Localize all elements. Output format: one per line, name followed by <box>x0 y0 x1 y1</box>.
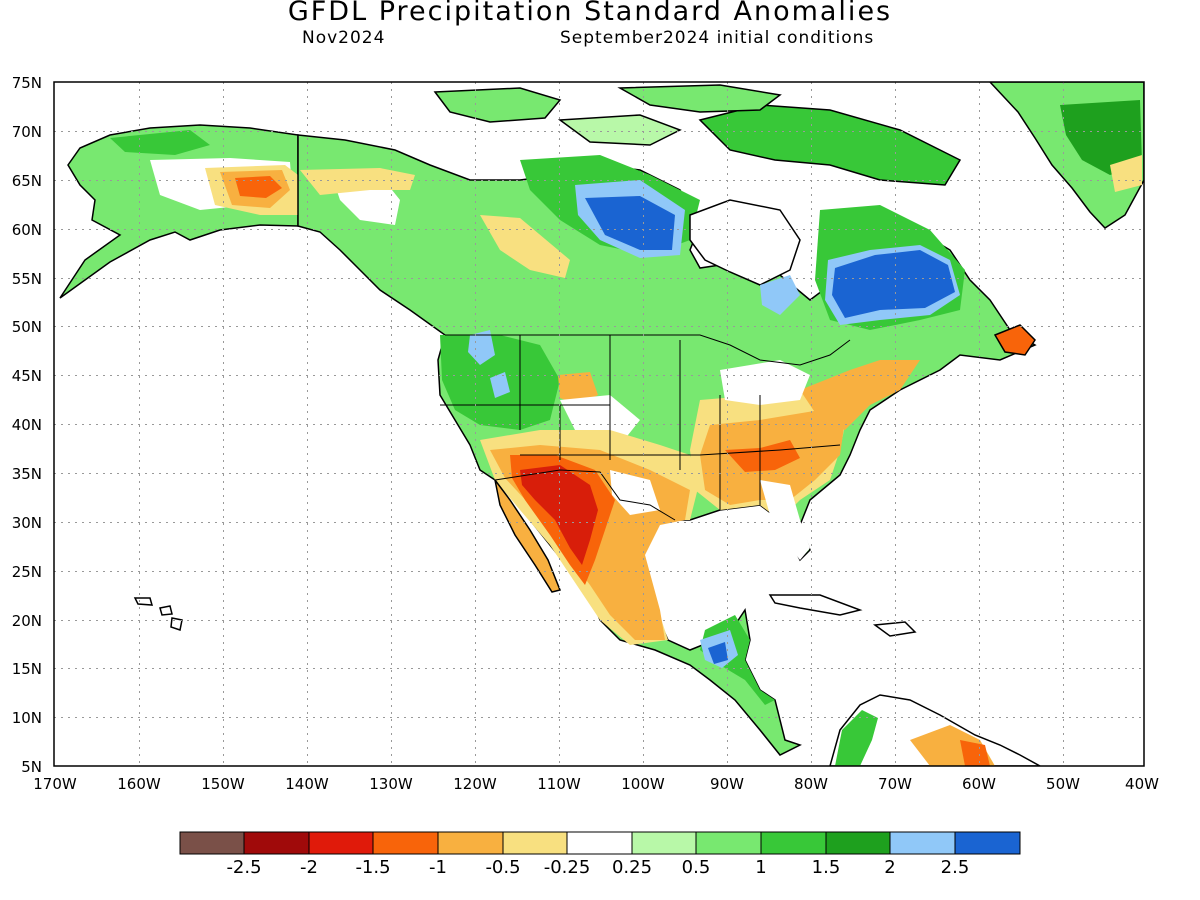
lon-label: 50W <box>1046 775 1080 793</box>
canada-dry-strip <box>300 168 415 195</box>
texas-white <box>610 470 660 515</box>
colorbar-bin <box>372 831 439 855</box>
map-frame <box>53 81 1145 767</box>
lon-label: 150W <box>201 775 245 793</box>
colorbar-bin <box>695 831 762 855</box>
colombia-wet <box>835 710 878 766</box>
lat-label: 10N <box>12 709 42 727</box>
lat-label: 55N <box>12 270 42 288</box>
florida-white <box>760 480 810 560</box>
greenland-wet-core <box>1060 100 1142 175</box>
graticule <box>54 82 1144 766</box>
lon-label: 140W <box>285 775 329 793</box>
lon-label: 60W <box>962 775 996 793</box>
lat-label: 75N <box>12 74 42 92</box>
colorbar-label: 1 <box>755 857 766 878</box>
hudson-bay-water <box>689 199 801 286</box>
colorbar-bin <box>243 831 310 855</box>
lat-label: 70N <box>12 123 42 141</box>
latitude-labels: 75N 70N 65N 60N 55N 50N 45N 40N 35N 30N … <box>12 74 42 776</box>
lat-label: 60N <box>12 221 42 239</box>
colorbar-bin <box>437 831 504 855</box>
lat-label: 25N <box>12 563 42 581</box>
us-northwest-very-wet <box>468 330 495 365</box>
alaska-wet-north <box>110 130 210 155</box>
forecast-month: Nov2024 <box>302 28 386 48</box>
lat-label: 30N <box>12 514 42 532</box>
colorbar-label: 2.5 <box>941 857 970 878</box>
initial-conditions: September2024 initial conditions <box>560 28 875 48</box>
longitude-labels: 170W 160W 150W 140W 130W 120W 110W 100W … <box>33 775 1159 793</box>
colorbar-label: -0.25 <box>544 857 591 878</box>
southwest-dry-strong <box>520 465 598 565</box>
colorbar-bin <box>889 831 956 855</box>
lat-label: 20N <box>12 612 42 630</box>
colorbar-label: -0.5 <box>485 857 520 878</box>
hudson-shore-very-wet <box>760 275 800 315</box>
lon-label: 100W <box>621 775 665 793</box>
colorbar-label: -2 <box>300 857 318 878</box>
lon-label: 40W <box>1125 775 1159 793</box>
lat-label: 40N <box>12 416 42 434</box>
lon-label: 90W <box>710 775 744 793</box>
lon-label: 120W <box>453 775 497 793</box>
greenland-dry-tip <box>1110 155 1142 192</box>
colorbar-bin <box>308 831 374 855</box>
arctic-island-baffin <box>698 104 962 186</box>
colorbar-label: -2.5 <box>226 857 261 878</box>
great-lakes-white <box>720 360 810 405</box>
lon-label: 70W <box>878 775 912 793</box>
lat-label: 50N <box>12 318 42 336</box>
colorbar-bin <box>502 831 568 855</box>
alaska-dry-core <box>235 176 282 198</box>
colorbar-label: 0.5 <box>682 857 711 878</box>
southeast-dry-moderate <box>725 440 800 472</box>
map-title: GFDL Precipitation Standard Anomalies <box>287 0 893 27</box>
cuba-outline <box>768 594 863 616</box>
colorbar-bin <box>566 831 633 855</box>
lon-label: 80W <box>794 775 828 793</box>
south-america-land <box>829 694 1041 766</box>
colorbar-bin <box>179 831 245 855</box>
northeast-dry <box>800 360 920 430</box>
colorbar-label: -1 <box>429 857 447 878</box>
colorbar-bin <box>825 831 891 855</box>
lon-label: 110W <box>537 775 581 793</box>
central-america-extreme-wet <box>708 642 728 664</box>
colorbar-label: 1.5 <box>812 857 841 878</box>
canada-dry-west <box>480 215 570 278</box>
map-plot-area <box>54 82 1144 766</box>
venezuela-dry-moderate <box>960 740 990 766</box>
lon-label: 170W <box>33 775 77 793</box>
colorbar-bin <box>954 831 1021 855</box>
lat-label: 5N <box>21 758 42 776</box>
wyoming-dry <box>558 372 598 405</box>
lat-label: 65N <box>12 172 42 190</box>
colorbar-label: -1.5 <box>355 857 390 878</box>
arctic-island-victoria <box>433 87 562 123</box>
quebec-extreme-wet <box>832 250 955 318</box>
baja-california <box>494 479 562 593</box>
colorbar-label: 2 <box>884 857 895 878</box>
canada-extreme-wet <box>585 196 675 250</box>
idaho-very-wet <box>490 372 510 398</box>
newfoundland-dry <box>993 324 1036 356</box>
colorbar-label: 0.25 <box>612 857 652 878</box>
colorbar-bin <box>631 831 697 855</box>
lat-label: 35N <box>12 465 42 483</box>
hawaii-islands <box>133 597 183 631</box>
arctic-island-ellesmere <box>617 84 782 113</box>
political-borders <box>297 135 851 521</box>
colorbar: -2.5 -2 -1.5 -1 -0.5 -0.25 0.25 0.5 1 1.… <box>179 831 1021 878</box>
colorbar-bin <box>760 831 827 855</box>
arctic-island-banks <box>557 114 682 146</box>
lat-label: 45N <box>12 367 42 385</box>
lat-label: 15N <box>12 660 42 678</box>
lon-label: 160W <box>117 775 161 793</box>
lon-label: 130W <box>369 775 413 793</box>
